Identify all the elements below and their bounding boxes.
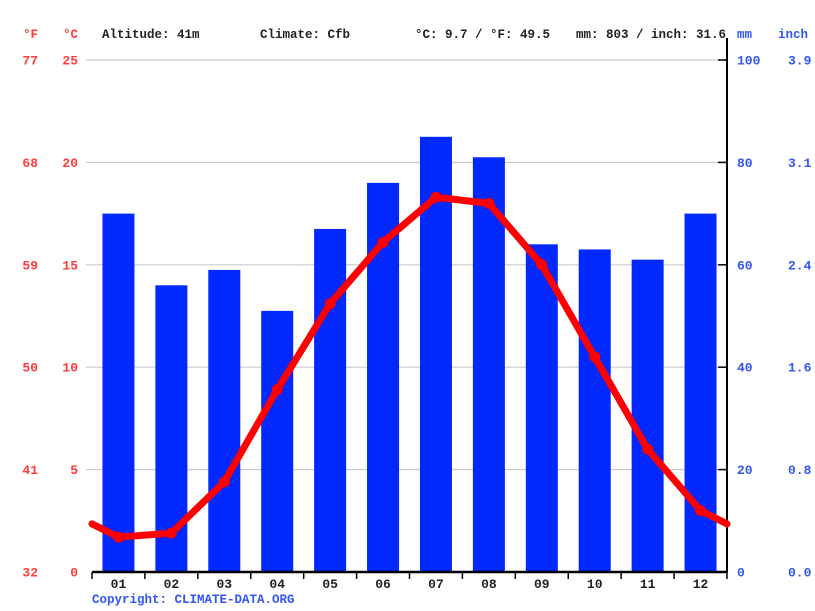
mm-tick-label: 40 [737, 361, 753, 376]
month-label-09: 09 [534, 577, 550, 592]
temperature-line [88, 193, 731, 541]
fahrenheit-tick-label: 41 [22, 463, 38, 478]
mm-axis-title: mm [737, 28, 753, 42]
copyright: Copyright: CLIMATE-DATA.ORG [92, 593, 295, 607]
altitude-label: Altitude: 41m [102, 28, 200, 42]
mm-tick-label: 0 [737, 566, 745, 581]
temperature-point-07 [430, 191, 442, 203]
temperature-point-11 [642, 443, 654, 455]
temperature-point-01 [112, 531, 124, 543]
fahrenheit-tick-label: 32 [22, 566, 38, 581]
temperature-point-06 [377, 236, 389, 248]
month-label-11: 11 [640, 577, 656, 592]
mm-tick-label: 80 [737, 156, 753, 171]
month-label-08: 08 [481, 577, 497, 592]
celsius-tick-label: 25 [62, 54, 78, 69]
copyright-label: Copyright: [92, 593, 175, 607]
temperature-point-03 [218, 476, 230, 488]
inch-tick-label: 3.1 [788, 156, 812, 171]
mm-tick-label: 20 [737, 463, 753, 478]
celsius-tick-label: 15 [62, 258, 78, 273]
inch-tick-label: 2.4 [788, 258, 812, 273]
climate-classification-label: Climate: Cfb [260, 28, 351, 42]
temperature-point-09 [536, 259, 548, 271]
month-label-04: 04 [269, 577, 285, 592]
annual-temperature-label: °C: 9.7 / °F: 49.5 [415, 28, 551, 42]
inch-tick-label: 3.9 [788, 54, 812, 69]
temperature-point-05 [324, 298, 336, 310]
precip-bar-11 [631, 259, 664, 572]
fahrenheit-tick-label: 77 [22, 54, 38, 69]
month-label-12: 12 [693, 577, 709, 592]
month-label-05: 05 [322, 577, 338, 592]
precip-bar-04 [261, 310, 294, 572]
precip-bar-03 [208, 269, 241, 572]
fahrenheit-tick-label: 59 [22, 258, 38, 273]
month-label-02: 02 [164, 577, 180, 592]
fahrenheit-axis-title: °F [22, 28, 38, 42]
inch-tick-label: 0.8 [788, 463, 812, 478]
celsius-tick-label: 20 [62, 156, 78, 171]
precip-bar-05 [314, 228, 347, 572]
temperature-point-04 [271, 384, 283, 396]
fahrenheit-tick-label: 50 [22, 361, 38, 376]
precip-bar-01 [102, 213, 135, 572]
temperature-point-12 [695, 505, 707, 517]
celsius-tick-label: 10 [62, 361, 78, 376]
inch-axis-title: inch [778, 28, 809, 42]
inch-tick-label: 1.6 [788, 361, 812, 376]
mm-tick-label: 100 [737, 54, 761, 69]
inch-tick-label: 0.0 [788, 566, 812, 581]
month-label-03: 03 [216, 577, 232, 592]
temperature-point-10 [589, 351, 601, 363]
precip-bar-08 [472, 157, 505, 572]
celsius-tick-label: 0 [70, 566, 78, 581]
month-label-07: 07 [428, 577, 444, 592]
celsius-tick-label: 5 [70, 463, 78, 478]
temperature-point-02 [165, 527, 177, 539]
temperature-point-08 [483, 197, 495, 209]
precip-bar-10 [578, 249, 611, 572]
month-label-06: 06 [375, 577, 391, 592]
climate-data-org-link[interactable]: CLIMATE-DATA.ORG [174, 593, 295, 607]
annual-precipitation-label: mm: 803 / inch: 31.6 [576, 28, 727, 42]
mm-tick-label: 60 [737, 258, 753, 273]
month-label-10: 10 [587, 577, 603, 592]
celsius-axis-title: °C [62, 28, 78, 42]
fahrenheit-tick-label: 68 [22, 156, 38, 171]
month-label-01: 01 [111, 577, 127, 592]
precip-bar-09 [525, 244, 558, 572]
